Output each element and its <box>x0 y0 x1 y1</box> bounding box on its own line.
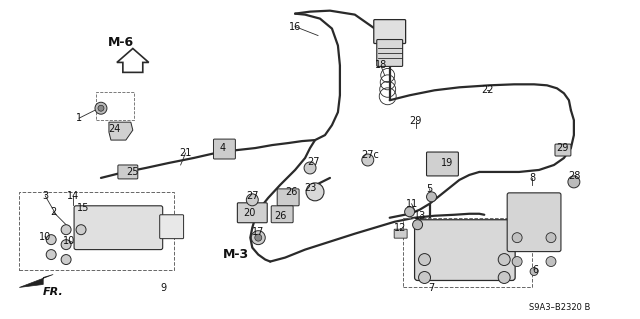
Text: 24: 24 <box>109 124 121 134</box>
Circle shape <box>498 271 510 284</box>
Polygon shape <box>117 48 148 72</box>
Text: 27c: 27c <box>361 150 379 160</box>
Text: 3: 3 <box>42 191 48 201</box>
Text: 29: 29 <box>410 116 422 126</box>
Circle shape <box>426 192 436 202</box>
Text: 12: 12 <box>394 223 406 233</box>
Circle shape <box>413 220 422 230</box>
Circle shape <box>98 105 104 111</box>
Circle shape <box>419 271 431 284</box>
Text: 15: 15 <box>77 203 89 213</box>
Text: 13: 13 <box>415 211 427 221</box>
FancyBboxPatch shape <box>394 229 407 238</box>
Polygon shape <box>109 122 133 140</box>
Circle shape <box>306 183 324 201</box>
Text: 8: 8 <box>529 173 535 183</box>
Text: S9A3–B2320 B: S9A3–B2320 B <box>529 303 591 312</box>
Text: 27: 27 <box>246 191 259 201</box>
FancyBboxPatch shape <box>415 220 515 280</box>
Circle shape <box>61 225 71 235</box>
Polygon shape <box>19 274 53 287</box>
Circle shape <box>76 225 86 235</box>
Text: 29: 29 <box>556 143 568 153</box>
FancyBboxPatch shape <box>74 206 163 249</box>
Text: 9: 9 <box>161 284 167 293</box>
Circle shape <box>304 162 316 174</box>
Circle shape <box>512 233 522 243</box>
Circle shape <box>419 254 431 265</box>
Text: 26: 26 <box>274 211 286 221</box>
Text: 25: 25 <box>127 167 139 177</box>
Text: 27: 27 <box>307 157 319 167</box>
FancyBboxPatch shape <box>237 203 268 223</box>
Circle shape <box>546 233 556 243</box>
Text: 5: 5 <box>426 184 433 194</box>
Text: 7: 7 <box>428 284 435 293</box>
Circle shape <box>246 194 259 206</box>
FancyBboxPatch shape <box>160 215 184 239</box>
Circle shape <box>404 207 415 217</box>
Text: 22: 22 <box>481 85 493 95</box>
Text: 26: 26 <box>285 187 298 197</box>
Text: 10: 10 <box>39 232 51 242</box>
FancyBboxPatch shape <box>507 193 561 252</box>
Text: 28: 28 <box>569 171 581 181</box>
Circle shape <box>46 249 56 260</box>
FancyBboxPatch shape <box>374 19 406 43</box>
FancyBboxPatch shape <box>214 139 236 159</box>
Text: 4: 4 <box>220 143 225 153</box>
FancyBboxPatch shape <box>555 144 571 156</box>
Circle shape <box>252 231 265 245</box>
Text: 20: 20 <box>243 208 255 218</box>
FancyBboxPatch shape <box>426 152 458 176</box>
FancyBboxPatch shape <box>118 165 138 179</box>
Text: 11: 11 <box>406 199 418 209</box>
Circle shape <box>546 256 556 267</box>
Text: 6: 6 <box>532 264 538 275</box>
Text: 17: 17 <box>252 227 264 237</box>
Circle shape <box>46 235 56 245</box>
Text: 1: 1 <box>76 113 82 123</box>
Circle shape <box>362 154 374 166</box>
Circle shape <box>255 234 262 241</box>
Circle shape <box>498 254 510 265</box>
Text: 23: 23 <box>304 183 316 193</box>
Text: 18: 18 <box>374 60 387 70</box>
Text: M-6: M-6 <box>108 36 134 49</box>
Circle shape <box>530 268 538 276</box>
Text: FR.: FR. <box>44 287 64 297</box>
Circle shape <box>512 256 522 267</box>
Circle shape <box>61 255 71 264</box>
Circle shape <box>61 240 71 249</box>
Circle shape <box>568 176 580 188</box>
Text: 16: 16 <box>289 22 301 32</box>
Text: 2: 2 <box>50 207 56 217</box>
Text: 21: 21 <box>179 148 192 158</box>
Circle shape <box>95 102 107 114</box>
FancyBboxPatch shape <box>271 206 293 223</box>
FancyBboxPatch shape <box>277 189 299 206</box>
Text: 14: 14 <box>67 191 79 201</box>
FancyBboxPatch shape <box>377 40 403 66</box>
Text: M-3: M-3 <box>223 248 248 261</box>
Text: 19: 19 <box>442 158 454 168</box>
Text: 10: 10 <box>63 236 76 246</box>
